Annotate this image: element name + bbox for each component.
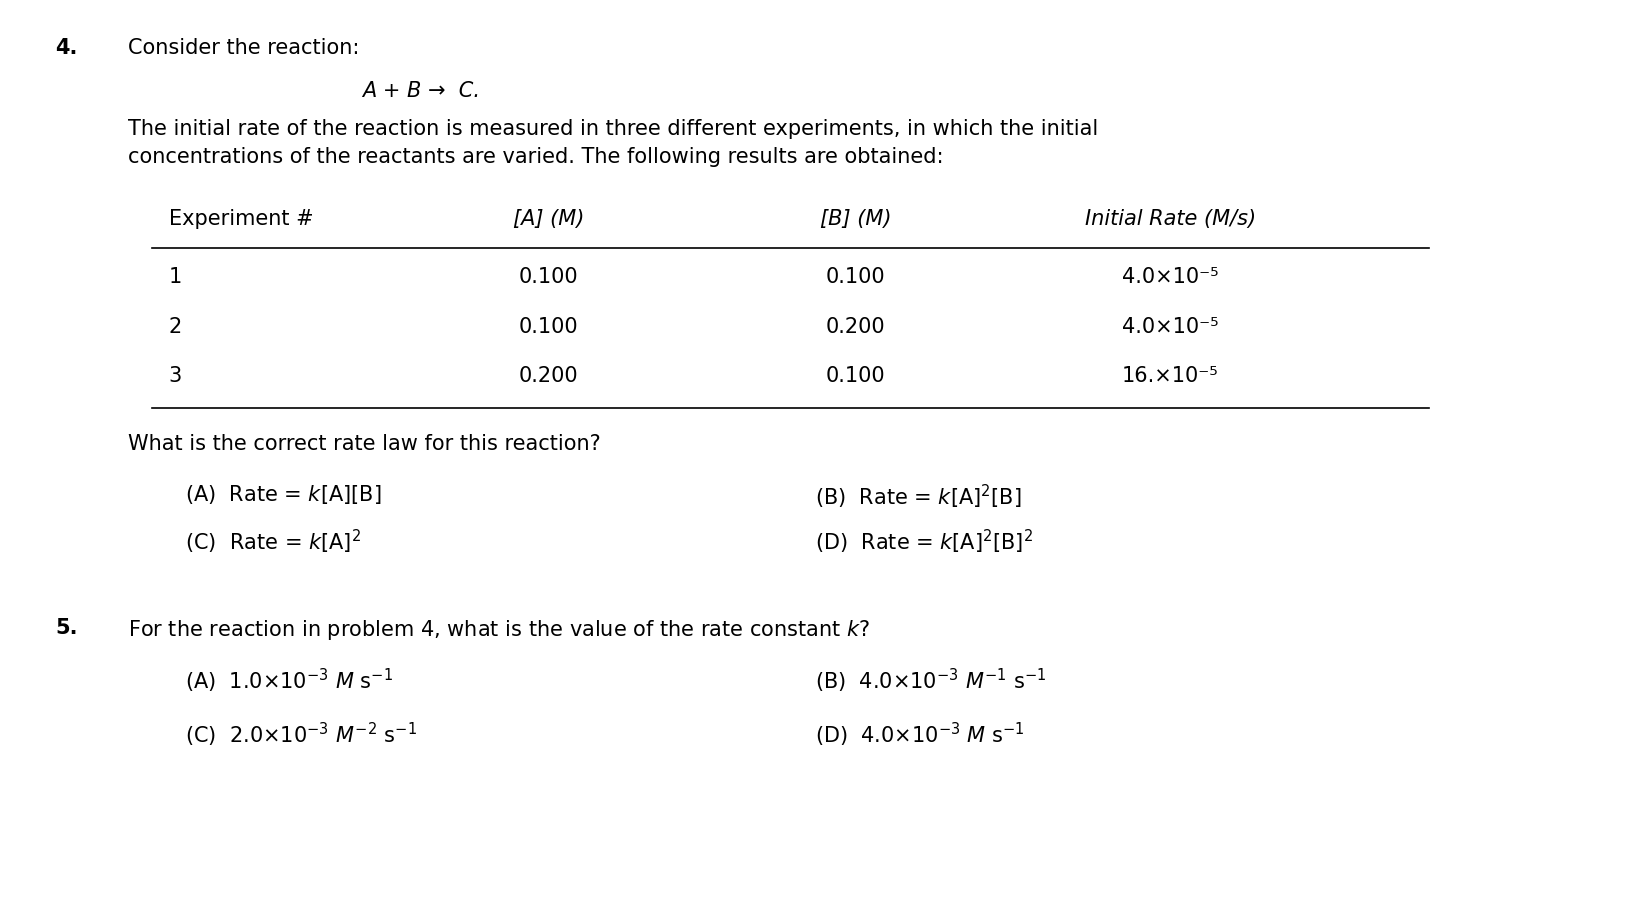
- Text: [B] (M): [B] (M): [820, 209, 892, 229]
- Text: For the reaction in problem 4, what is the value of the rate constant $k$?: For the reaction in problem 4, what is t…: [129, 617, 870, 641]
- Text: (B)  4.0×10$^{-3}$ $M^{-1}$ s$^{-1}$: (B) 4.0×10$^{-3}$ $M^{-1}$ s$^{-1}$: [815, 666, 1046, 694]
- Text: Initial Rate (M/s): Initial Rate (M/s): [1086, 209, 1257, 229]
- Text: Experiment #: Experiment #: [168, 209, 313, 229]
- Text: 0.100: 0.100: [518, 267, 579, 287]
- Text: Consider the reaction:: Consider the reaction:: [129, 38, 360, 58]
- Text: What is the correct rate law for this reaction?: What is the correct rate law for this re…: [129, 433, 601, 453]
- Text: 1: 1: [168, 267, 183, 287]
- Text: (D)  4.0×10$^{-3}$ $M$ s$^{-1}$: (D) 4.0×10$^{-3}$ $M$ s$^{-1}$: [815, 721, 1025, 748]
- Text: (C)  2.0×10$^{-3}$ $M^{-2}$ s$^{-1}$: (C) 2.0×10$^{-3}$ $M^{-2}$ s$^{-1}$: [184, 721, 417, 748]
- Text: (A)  Rate = $k$[A][B]: (A) Rate = $k$[A][B]: [184, 483, 381, 506]
- Text: 16.×10⁻⁵: 16.×10⁻⁵: [1121, 366, 1219, 385]
- Text: 4.0×10⁻⁵: 4.0×10⁻⁵: [1121, 316, 1219, 336]
- Text: [A] (M): [A] (M): [513, 209, 584, 229]
- Text: 0.200: 0.200: [518, 366, 579, 385]
- Text: A + B →  C.: A + B → C.: [362, 80, 481, 100]
- Text: The initial rate of the reaction is measured in three different experiments, in : The initial rate of the reaction is meas…: [129, 119, 1099, 167]
- Text: (D)  Rate = $k$[A]$^2$[B]$^2$: (D) Rate = $k$[A]$^2$[B]$^2$: [815, 527, 1033, 556]
- Text: 0.200: 0.200: [825, 316, 885, 336]
- Text: 2: 2: [168, 316, 183, 336]
- Text: (A)  1.0×10$^{-3}$ $M$ s$^{-1}$: (A) 1.0×10$^{-3}$ $M$ s$^{-1}$: [184, 666, 393, 694]
- Text: 4.: 4.: [55, 38, 78, 58]
- Text: 3: 3: [168, 366, 183, 385]
- Text: 5.: 5.: [55, 617, 78, 637]
- Text: (B)  Rate = $k$[A]$^2$[B]: (B) Rate = $k$[A]$^2$[B]: [815, 483, 1022, 510]
- Text: 4.0×10⁻⁵: 4.0×10⁻⁵: [1121, 267, 1219, 287]
- Text: 0.100: 0.100: [518, 316, 579, 336]
- Text: 0.100: 0.100: [825, 267, 885, 287]
- Text: 0.100: 0.100: [825, 366, 885, 385]
- Text: (C)  Rate = $k$[A]$^2$: (C) Rate = $k$[A]$^2$: [184, 527, 360, 556]
